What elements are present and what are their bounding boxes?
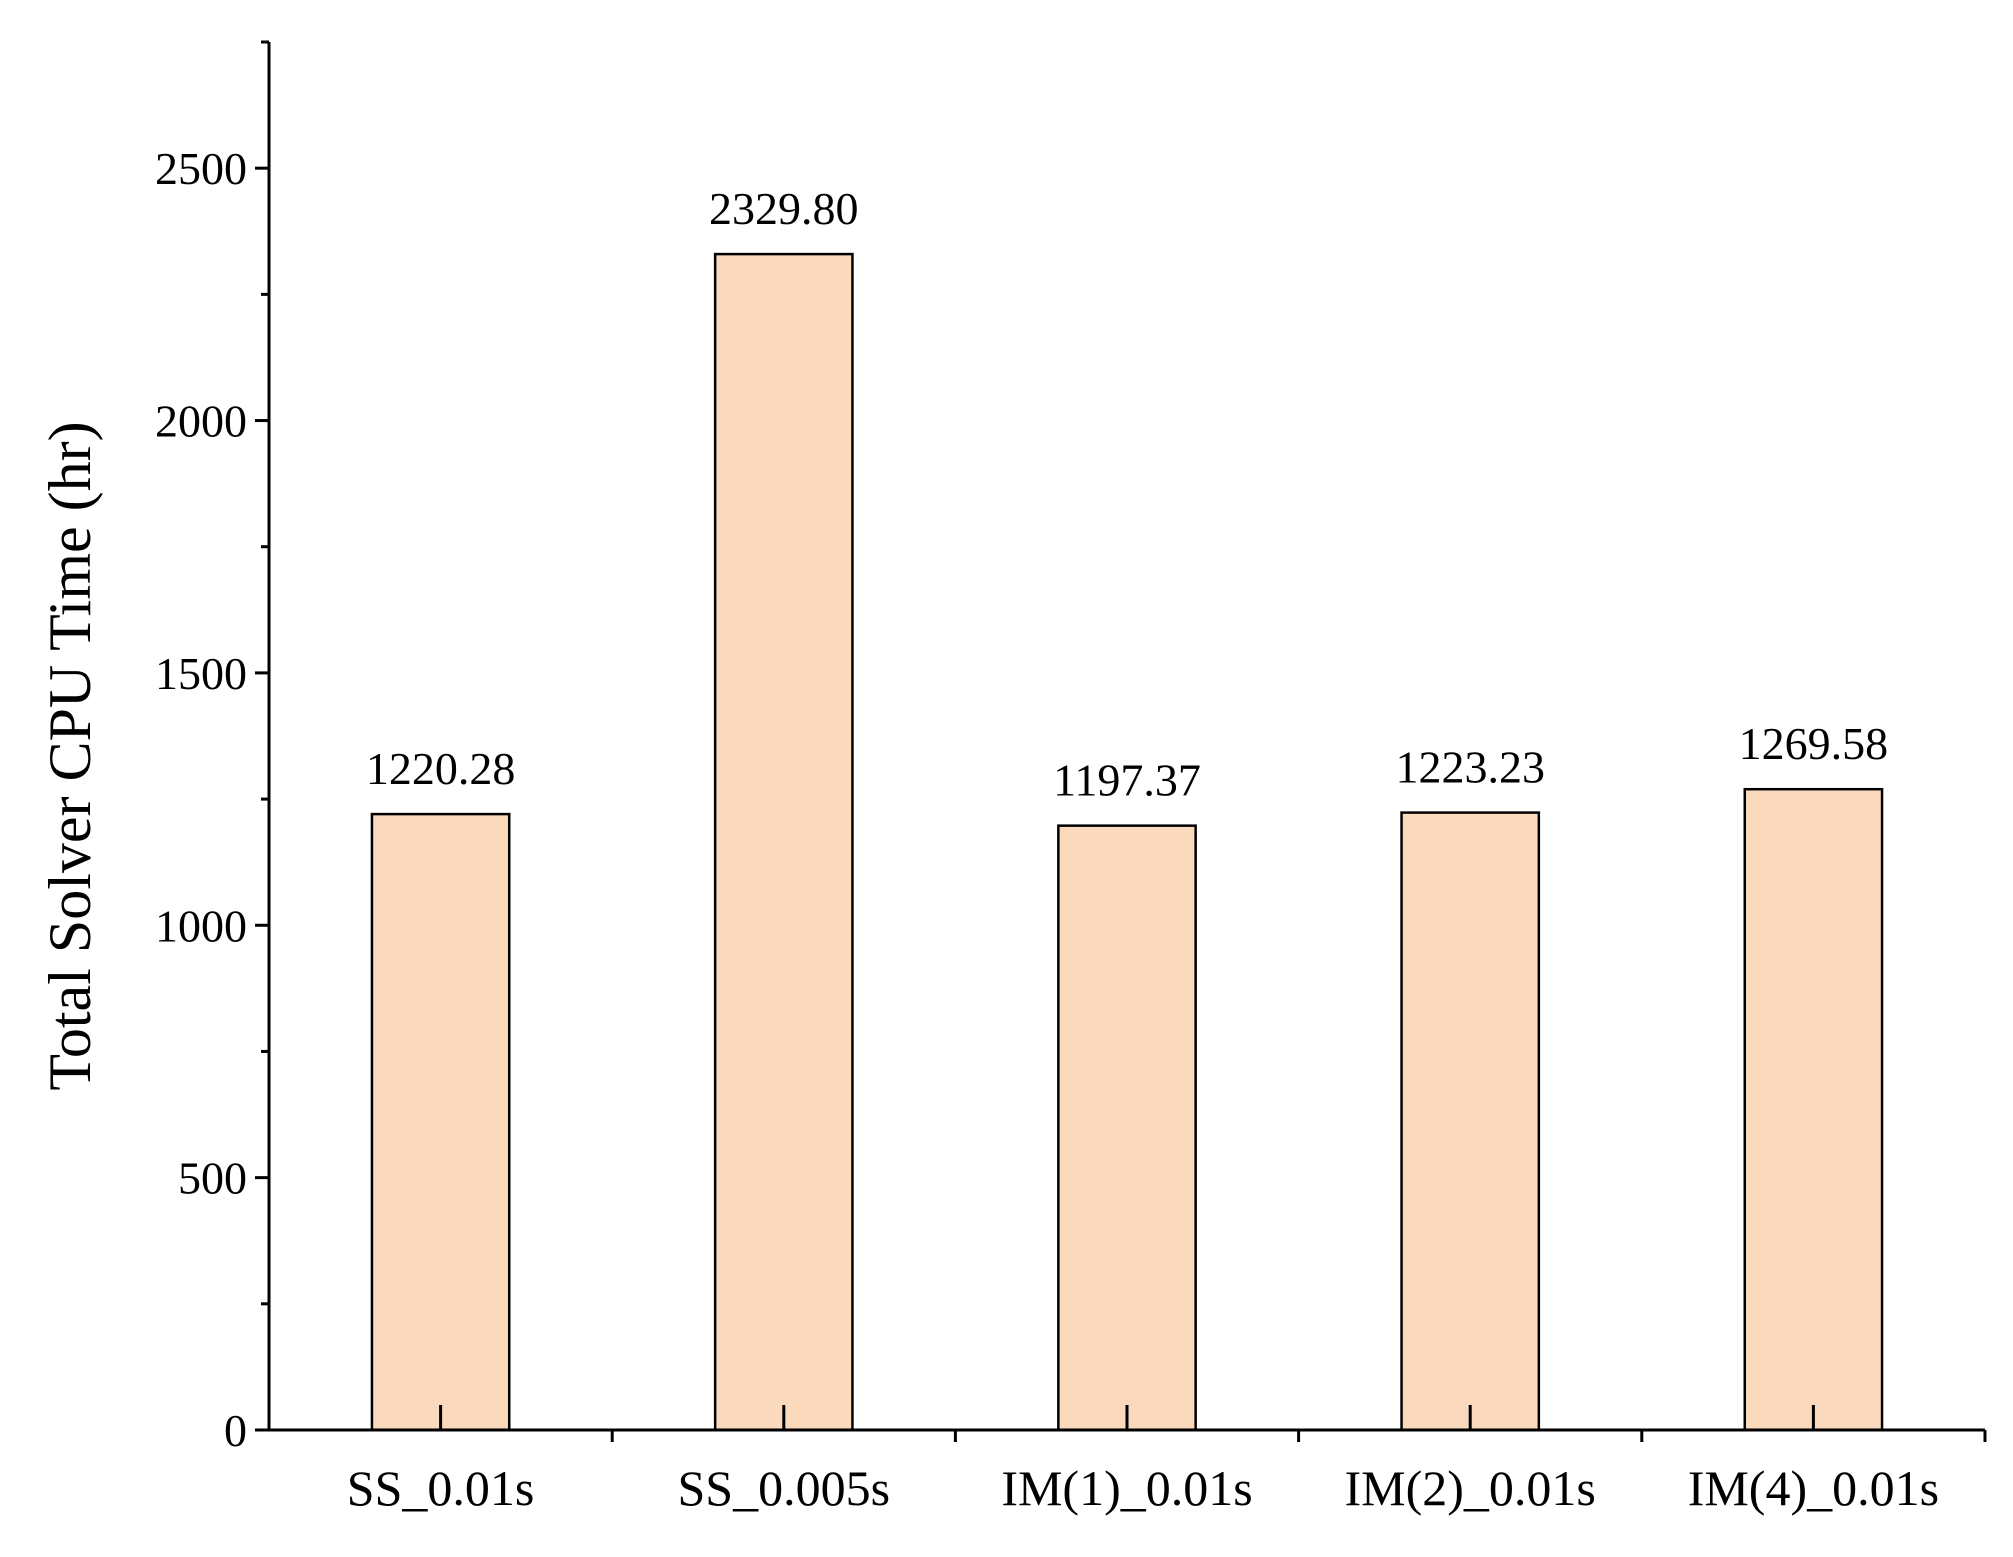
x-ticks: SS_0.01s SS_0.005s IM(1)_0.01s IM(2)_0.01s I… bbox=[347, 1405, 1987, 1516]
data-label: 1220.28 bbox=[366, 743, 516, 794]
bar-1 bbox=[370, 812, 511, 1432]
y-tick-label: 2500 bbox=[155, 143, 247, 194]
bar-3 bbox=[1057, 824, 1197, 1432]
y-tick-label: 0 bbox=[224, 1405, 247, 1456]
y-tick-label: 500 bbox=[178, 1153, 247, 1204]
x-tick-label: IM(4)_0.01s bbox=[1688, 1460, 1939, 1516]
data-label: 2329.80 bbox=[709, 183, 859, 234]
x-tick-label: IM(1)_0.01s bbox=[1001, 1460, 1252, 1516]
data-labels: 1220.28 2329.80 1197.37 1223.23 1269.58 bbox=[366, 183, 1888, 806]
x-tick-label: SS_0.01s bbox=[347, 1460, 535, 1516]
bar-2 bbox=[713, 252, 854, 1432]
y-ticks: 0 500 1000 1500 2000 2500 bbox=[155, 40, 269, 1456]
y-tick-label: 1000 bbox=[155, 900, 247, 951]
data-label: 1197.37 bbox=[1053, 755, 1201, 806]
data-label: 1269.58 bbox=[1739, 718, 1889, 769]
y-tick-label: 1500 bbox=[155, 648, 247, 699]
y-tick-label: 2000 bbox=[155, 396, 247, 447]
y-axis-title: Total Solver CPU Time (hr) bbox=[37, 421, 103, 1090]
bars-layer bbox=[370, 252, 1884, 1432]
x-tick-label: IM(2)_0.01s bbox=[1345, 1460, 1596, 1516]
x-tick-label: SS_0.005s bbox=[678, 1460, 891, 1516]
bar-5 bbox=[1743, 787, 1884, 1432]
bar-4 bbox=[1400, 811, 1541, 1432]
data-label: 1223.23 bbox=[1395, 742, 1545, 793]
